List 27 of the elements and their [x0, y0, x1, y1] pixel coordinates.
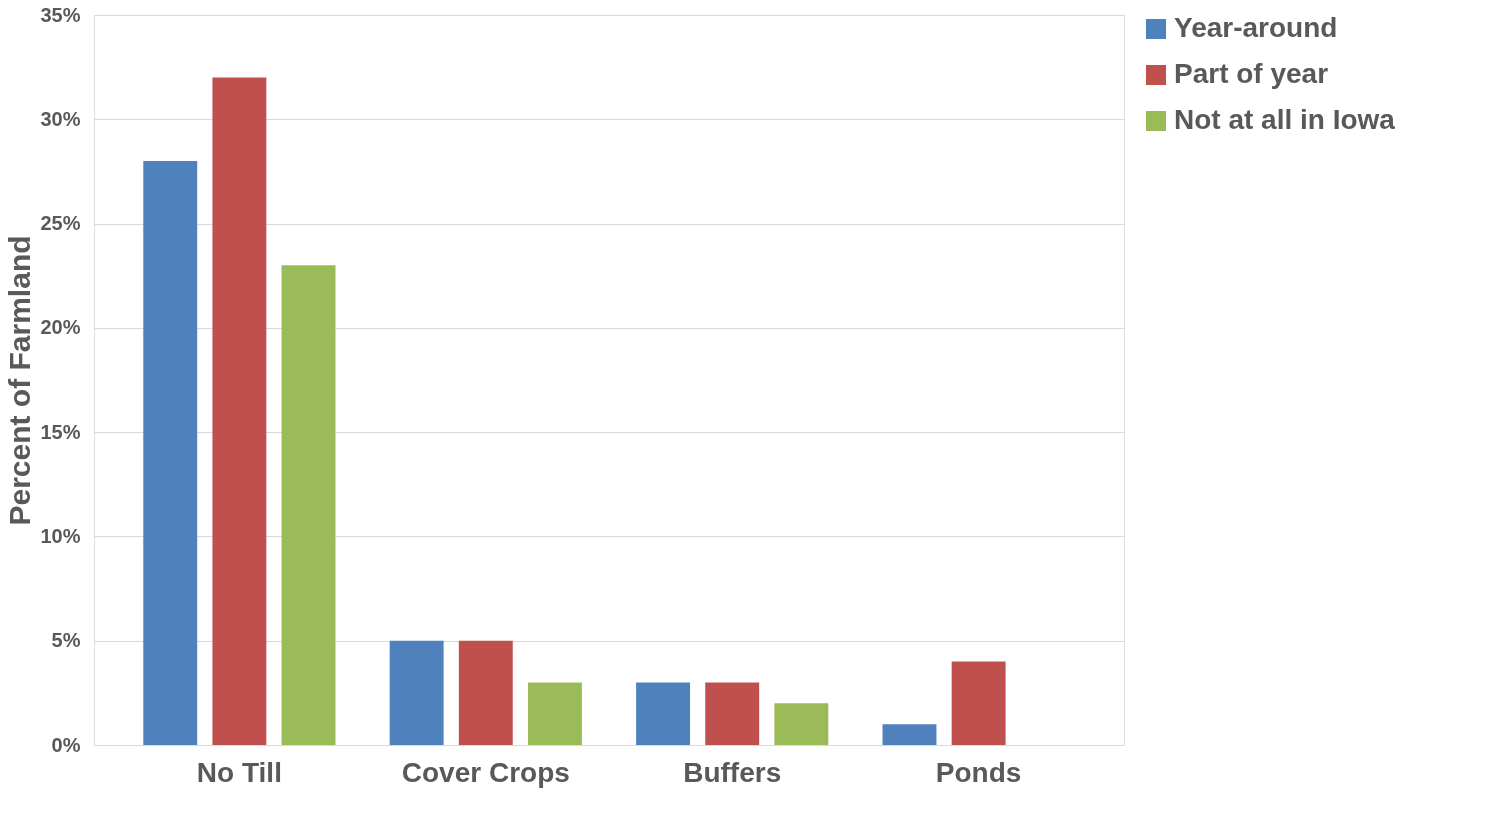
bar	[951, 661, 1006, 745]
bar	[705, 682, 760, 745]
bar	[636, 682, 691, 745]
y-tick-label: 25%	[40, 212, 81, 235]
x-tick-label: Buffers	[683, 756, 782, 788]
bar	[143, 161, 198, 745]
legend-label: Year-around	[1174, 12, 1338, 43]
legend-label: Not at all in Iowa	[1174, 104, 1396, 135]
bar	[458, 640, 513, 745]
x-tick-label: No Till	[196, 756, 282, 788]
y-tick-label: 20%	[40, 316, 81, 339]
legend-label: Part of year	[1174, 58, 1329, 89]
bar	[281, 265, 336, 745]
bar	[389, 640, 444, 745]
bar	[882, 724, 937, 745]
bar	[774, 703, 829, 745]
y-tick-label: 35%	[40, 3, 81, 26]
y-tick-label: 0%	[51, 733, 81, 756]
y-tick-label: 5%	[51, 629, 81, 652]
y-tick-label: 15%	[40, 420, 81, 443]
y-tick-label: 30%	[40, 107, 81, 130]
x-tick-label: Ponds	[935, 756, 1022, 788]
bar	[212, 77, 267, 745]
y-axis-title: Percent of Farmland	[3, 235, 37, 526]
y-tick-label: 10%	[40, 524, 81, 547]
x-tick-label: Cover Crops	[401, 756, 570, 788]
bar	[527, 682, 582, 745]
